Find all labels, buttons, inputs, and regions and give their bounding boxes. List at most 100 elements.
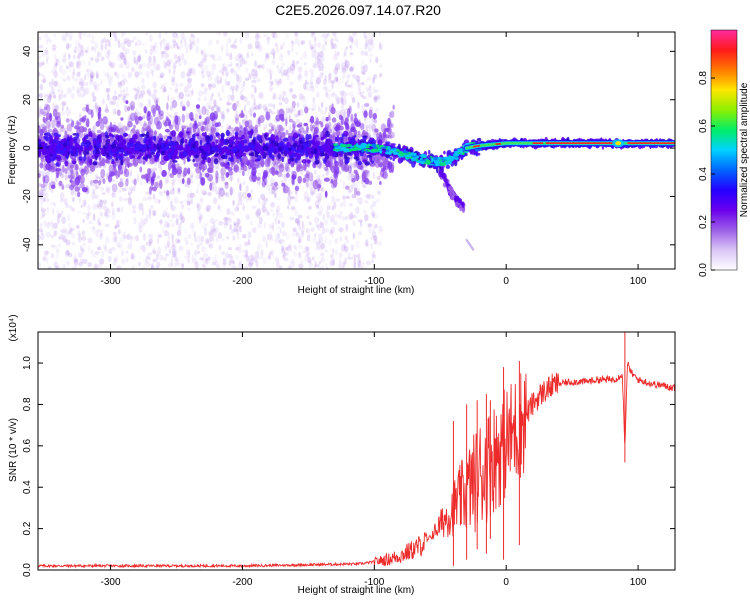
- noise-dot: [269, 223, 274, 229]
- core-dot: [215, 139, 219, 144]
- noise-dot: [148, 239, 153, 246]
- noise-dot: [129, 117, 134, 121]
- band-dot: [81, 115, 86, 124]
- noise-dot: [237, 262, 243, 269]
- noise-dot: [69, 207, 72, 211]
- noise-dot: [334, 237, 339, 245]
- noise-dot: [82, 60, 85, 67]
- noise-dot: [164, 62, 168, 70]
- noise-dot: [154, 265, 158, 269]
- band-dot: [227, 170, 234, 176]
- noise-dot: [99, 258, 105, 265]
- band-dot: [340, 164, 347, 172]
- noise-dot: [152, 209, 157, 217]
- band-dot: [345, 185, 350, 190]
- noise-dot: [237, 234, 240, 240]
- noise-dot: [257, 34, 262, 39]
- band-dot: [260, 161, 265, 166]
- noise-dot: [100, 56, 105, 62]
- noise-dot: [257, 243, 262, 250]
- noise-dot: [193, 231, 196, 239]
- noise-dot: [184, 236, 188, 242]
- noise-dot: [150, 44, 154, 51]
- noise-dot: [300, 40, 304, 46]
- noise-dot: [300, 170, 304, 175]
- noise-dot: [234, 206, 240, 212]
- noise-dot: [194, 236, 197, 243]
- noise-dot: [214, 259, 218, 263]
- noise-dot: [77, 233, 82, 238]
- noise-dot: [313, 233, 317, 237]
- noise-dot: [76, 210, 81, 214]
- noise-dot: [238, 54, 244, 63]
- noise-dot: [195, 114, 199, 118]
- noise-dot: [163, 256, 167, 262]
- noise-dot: [343, 108, 348, 112]
- noise-dot: [66, 260, 71, 266]
- band-dot: [220, 167, 226, 176]
- noise-dot: [145, 261, 151, 267]
- core-dot: [338, 136, 344, 142]
- noise-dot: [70, 189, 75, 196]
- noise-dot: [63, 230, 69, 238]
- noise-dot: [360, 50, 365, 56]
- noise-dot: [258, 45, 263, 52]
- noise-dot: [134, 94, 138, 100]
- band-dot: [249, 159, 255, 168]
- noise-dot: [349, 172, 354, 179]
- noise-dot: [287, 107, 293, 115]
- noise-dot: [211, 83, 217, 89]
- noise-dot: [174, 88, 178, 93]
- noise-dot: [357, 258, 362, 266]
- noise-dot: [77, 59, 82, 67]
- noise-dot: [137, 55, 141, 63]
- noise-dot: [360, 70, 366, 75]
- band-dot: [193, 163, 199, 167]
- noise-dot: [148, 241, 152, 247]
- noise-dot: [310, 85, 315, 93]
- noise-dot: [43, 93, 48, 99]
- noise-dot: [269, 208, 274, 213]
- noise-dot: [167, 215, 170, 219]
- noise-dot: [146, 89, 151, 94]
- noise-dot: [340, 179, 343, 183]
- noise-dot: [287, 194, 292, 203]
- noise-dot: [138, 225, 143, 233]
- noise-dot: [86, 186, 90, 195]
- noise-dot: [249, 254, 254, 261]
- noise-dot: [90, 39, 96, 45]
- band-dot: [43, 106, 47, 111]
- noise-dot: [352, 32, 357, 37]
- band-dot: [239, 125, 243, 135]
- noise-dot: [208, 105, 211, 110]
- noise-dot: [282, 254, 285, 260]
- noise-dot: [344, 246, 350, 254]
- band-dot: [302, 177, 307, 183]
- noise-dot: [254, 105, 260, 110]
- noise-dot: [203, 87, 209, 92]
- band-dot: [150, 104, 157, 114]
- noise-dot: [234, 254, 240, 260]
- band-dot: [159, 110, 164, 117]
- noise-dot: [62, 235, 67, 243]
- noise-dot: [240, 53, 243, 59]
- noise-dot: [365, 125, 368, 133]
- noise-dot: [255, 32, 259, 38]
- noise-dot: [328, 72, 332, 81]
- noise-dot: [152, 250, 157, 255]
- band-dot: [325, 117, 329, 122]
- noise-dot: [246, 67, 249, 74]
- noise-dot: [255, 42, 261, 49]
- noise-dot: [51, 78, 55, 84]
- noise-dot: [125, 48, 130, 55]
- noise-dot: [148, 238, 154, 244]
- noise-dot: [206, 204, 212, 210]
- noise-dot: [210, 105, 215, 112]
- band-dot: [263, 171, 268, 180]
- noise-dot: [107, 73, 110, 79]
- noise-dot: [137, 54, 142, 63]
- noise-dot: [112, 32, 117, 38]
- noise-dot: [274, 256, 279, 263]
- noise-dot: [268, 80, 271, 84]
- noise-dot: [345, 195, 350, 199]
